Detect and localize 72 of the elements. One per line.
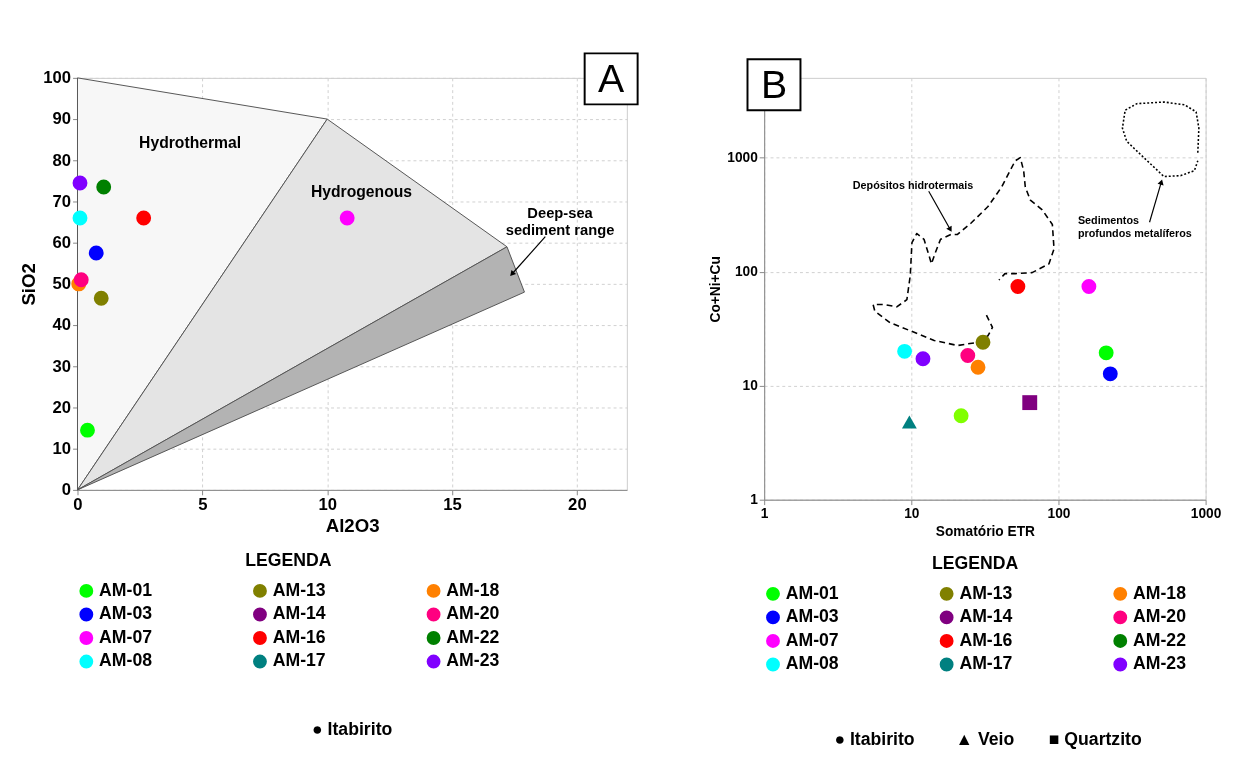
annotation: Deep-sea sediment range bbox=[505, 205, 615, 238]
legend-label: AM-01 bbox=[99, 579, 153, 600]
chart-title: A bbox=[598, 55, 626, 100]
legend-label: AM-14 bbox=[272, 603, 326, 624]
x-tick-label: 10 bbox=[318, 495, 337, 514]
legend-label: AM-16 bbox=[272, 626, 326, 647]
legend-label: AM-07 bbox=[99, 626, 153, 647]
x-tick-label: 100 bbox=[1047, 505, 1071, 521]
legend-label: AM-23 bbox=[446, 650, 500, 671]
point bbox=[80, 422, 95, 438]
x-tick-label: 1 bbox=[760, 505, 769, 521]
legend-label: AM-23 bbox=[1133, 653, 1187, 674]
y-tick-label: 40 bbox=[52, 315, 72, 335]
annotation: Depósitos hidrotermais bbox=[852, 179, 974, 192]
legend-label: AM-16 bbox=[959, 629, 1013, 650]
text: ▲ Veio bbox=[955, 728, 1015, 749]
point bbox=[136, 210, 152, 226]
legend-title: LEGENDA bbox=[245, 550, 332, 571]
x-tick-label: 10 bbox=[904, 505, 920, 521]
y-tick-label: 50 bbox=[52, 274, 72, 294]
annotation: Hydrothermal bbox=[139, 134, 242, 152]
legend-label: AM-08 bbox=[99, 650, 153, 671]
y-tick-label: 80 bbox=[52, 150, 72, 170]
y-tick-label: 100 bbox=[734, 264, 759, 280]
legend-label: AM-18 bbox=[446, 579, 500, 600]
y-tick-label: 10 bbox=[52, 439, 72, 459]
y-tick-label: 30 bbox=[52, 356, 72, 376]
legend-label: AM-22 bbox=[1133, 629, 1187, 650]
legend-label: AM-17 bbox=[959, 653, 1013, 674]
legend-label: AM-18 bbox=[1133, 582, 1187, 603]
y-tick-label: 100 bbox=[43, 68, 72, 88]
point bbox=[96, 179, 112, 195]
y-tick-label: 70 bbox=[52, 191, 72, 211]
legend-label: AM-03 bbox=[99, 603, 153, 624]
legend-label: AM-14 bbox=[959, 606, 1013, 627]
x-axis-title: Somatório ETR bbox=[935, 523, 1036, 539]
text: ● Itabirito bbox=[312, 719, 393, 740]
x-tick-label: 20 bbox=[568, 495, 587, 514]
y-tick-label: 20 bbox=[52, 397, 72, 417]
legend-label: AM-17 bbox=[272, 650, 326, 671]
point bbox=[339, 210, 355, 226]
y-tick-label: 0 bbox=[61, 480, 72, 500]
point bbox=[72, 175, 88, 191]
x-tick-label: 1000 bbox=[1190, 505, 1222, 521]
annotation: Hydrogenous bbox=[310, 183, 413, 201]
chart-title: B bbox=[760, 61, 788, 106]
legend-label: AM-07 bbox=[785, 629, 839, 650]
x-tick-label: 5 bbox=[198, 495, 208, 514]
annotation: Sedimentos profundos metalíferos bbox=[1077, 214, 1192, 239]
legend-label: AM-01 bbox=[785, 582, 839, 603]
legend-label: AM-22 bbox=[446, 626, 500, 647]
text: ■ Quartzito bbox=[1048, 728, 1142, 749]
legend-label: AM-13 bbox=[272, 579, 326, 600]
y-axis-title: SiO2 bbox=[18, 263, 40, 306]
x-axis-title: Al2O3 bbox=[325, 514, 380, 536]
text: ● Itabirito bbox=[834, 728, 915, 749]
legend-label: AM-20 bbox=[446, 603, 500, 624]
x-tick-label: 15 bbox=[443, 495, 462, 514]
y-axis-title: Co+Ni+Cu bbox=[708, 256, 724, 323]
y-tick-label: 10 bbox=[742, 378, 759, 394]
legend-label: AM-03 bbox=[785, 606, 839, 627]
y-tick-label: 1000 bbox=[727, 150, 759, 165]
legend-label: AM-08 bbox=[785, 653, 839, 674]
point bbox=[72, 210, 88, 226]
point bbox=[73, 272, 89, 288]
y-tick-label: 60 bbox=[52, 233, 72, 253]
y-tick-label: 90 bbox=[52, 109, 72, 129]
legend-label: AM-20 bbox=[1133, 606, 1187, 627]
legend-label: AM-13 bbox=[959, 582, 1013, 603]
legend-title: LEGENDA bbox=[931, 553, 1019, 574]
point bbox=[93, 290, 109, 306]
point bbox=[88, 245, 104, 261]
